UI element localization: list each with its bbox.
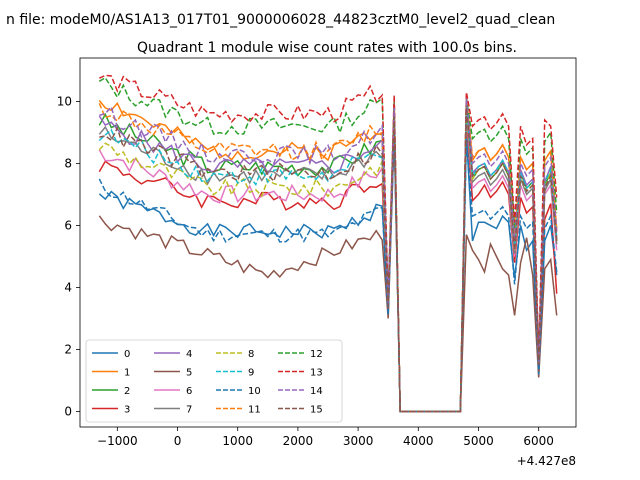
series-line-0: [98, 126, 558, 413]
y-tick-label: 0: [64, 404, 72, 418]
legend-label-2: 2: [124, 386, 130, 397]
legend-label-11: 11: [248, 405, 261, 416]
legend-label-0: 0: [124, 349, 130, 360]
legend-label-4: 4: [186, 349, 192, 360]
legend-label-9: 9: [248, 368, 254, 379]
series-line-14: [99, 98, 558, 413]
series-line-5: [98, 132, 558, 413]
series-line-2: [98, 104, 558, 413]
y-tick-label: 4: [64, 280, 72, 294]
x-tick-label: 0: [174, 434, 182, 448]
legend-label-10: 10: [248, 386, 261, 397]
y-tick-label: 6: [64, 218, 72, 232]
figure-suptitle: n file: modeM0/AS1A13_017T01_9000006028_…: [6, 12, 555, 28]
x-tick-label: 1000: [222, 434, 253, 448]
x-tick-label: 2000: [283, 434, 314, 448]
y-tick-label: 8: [64, 156, 72, 170]
x-axis: −1000 0 1000 2000 3000 4000 5000 6000: [97, 427, 554, 448]
series-line-13: [98, 74, 558, 413]
x-tick-label: 6000: [523, 434, 554, 448]
legend-label-6: 6: [186, 386, 192, 397]
legend-label-12: 12: [310, 349, 323, 360]
x-tick-label: −1000: [97, 434, 138, 448]
legend-label-7: 7: [186, 405, 192, 416]
series-line-15: [99, 107, 558, 413]
series-line-12: [98, 76, 558, 413]
series-line-7: [98, 110, 558, 413]
legend-label-5: 5: [186, 368, 192, 379]
series-line-3: [98, 116, 558, 413]
x-tick-label: 4000: [403, 434, 434, 448]
x-tick-label: 5000: [463, 434, 494, 448]
x-offset-label: +4.427e8: [517, 454, 576, 468]
chart-title: Quadrant 1 module wise count rates with …: [137, 40, 517, 56]
legend-label-14: 14: [310, 386, 323, 397]
legend-label-13: 13: [310, 368, 323, 379]
axes-frame: [79, 57, 577, 428]
y-tick-label: 10: [57, 94, 72, 108]
plot-area: [98, 74, 558, 413]
y-axis: 0 2 4 6 8 10: [57, 94, 80, 418]
series-line-1: [98, 95, 558, 413]
legend-label-15: 15: [310, 405, 323, 416]
legend-label-3: 3: [124, 405, 130, 416]
series-line-6: [98, 113, 558, 413]
legend-label-1: 1: [124, 368, 130, 379]
y-tick-label: 2: [64, 342, 72, 356]
legend-box: [85, 339, 343, 423]
series-line-9: [98, 104, 558, 413]
series-line-8: [98, 107, 558, 413]
series-line-10: [98, 129, 558, 413]
legend-label-8: 8: [248, 349, 254, 360]
x-tick-label: 3000: [343, 434, 374, 448]
series-line-11: [98, 95, 558, 413]
